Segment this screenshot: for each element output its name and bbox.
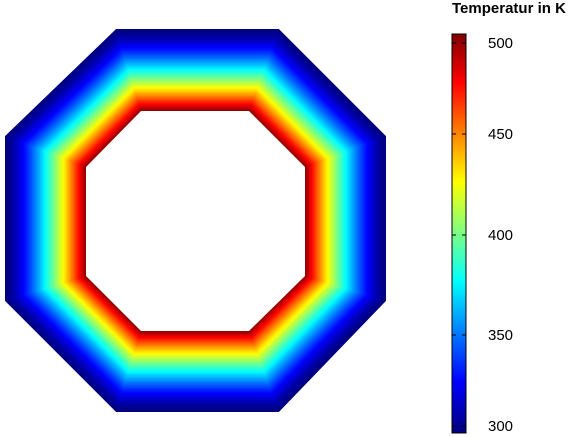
tick-label-450: 450 [488, 126, 514, 143]
colorbar-ticks [452, 42, 466, 427]
colorbar [451, 33, 467, 434]
tick-label-350: 350 [488, 327, 514, 344]
colorbar-title: Temperatur in K [452, 0, 566, 17]
tick-label-300: 300 [488, 418, 514, 435]
tick-label-400: 400 [488, 227, 514, 244]
inner-cavity [86, 111, 305, 331]
tick-label-500: 500 [488, 35, 514, 52]
